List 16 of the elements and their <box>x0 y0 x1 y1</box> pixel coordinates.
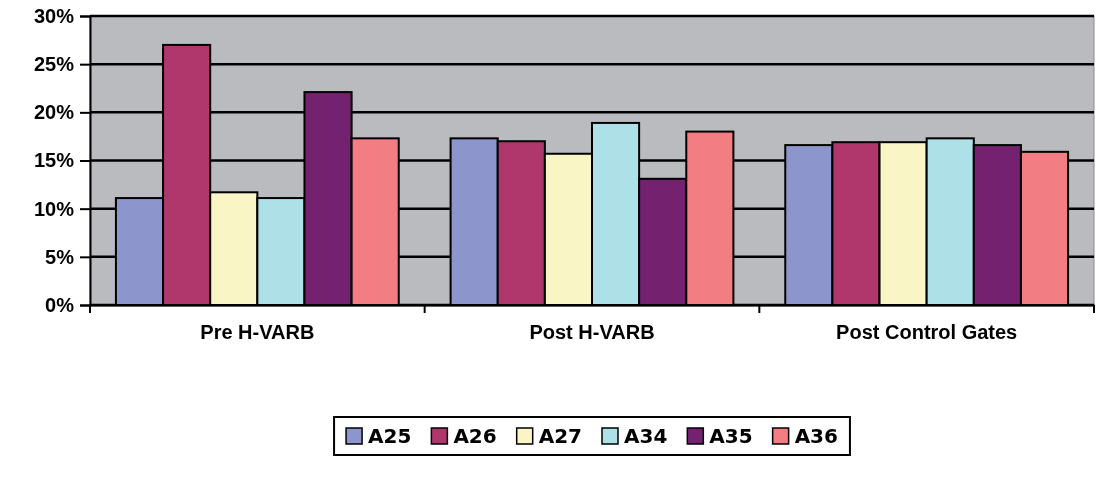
legend-label: A34 <box>624 424 668 448</box>
x-tick-label: Pre H-VARB <box>200 321 315 344</box>
legend-label: A25 <box>368 424 412 448</box>
y-tick-label: 25% <box>33 53 75 76</box>
y-tick-label: 10% <box>33 197 75 220</box>
x-tick-label: Post Control Gates <box>836 321 1018 344</box>
y-tick-label: 5% <box>45 245 75 268</box>
legend-label: A26 <box>453 424 497 448</box>
y-tick-label: 30% <box>33 4 75 27</box>
legend-label: A27 <box>538 424 582 448</box>
legend-label: A35 <box>709 424 753 448</box>
legend-label: A36 <box>794 424 838 448</box>
y-tick-label: 15% <box>33 149 75 172</box>
x-tick-label: Post H-VARB <box>529 321 655 344</box>
y-tick-label: 20% <box>33 101 75 124</box>
y-tick-label: 0% <box>45 293 75 316</box>
